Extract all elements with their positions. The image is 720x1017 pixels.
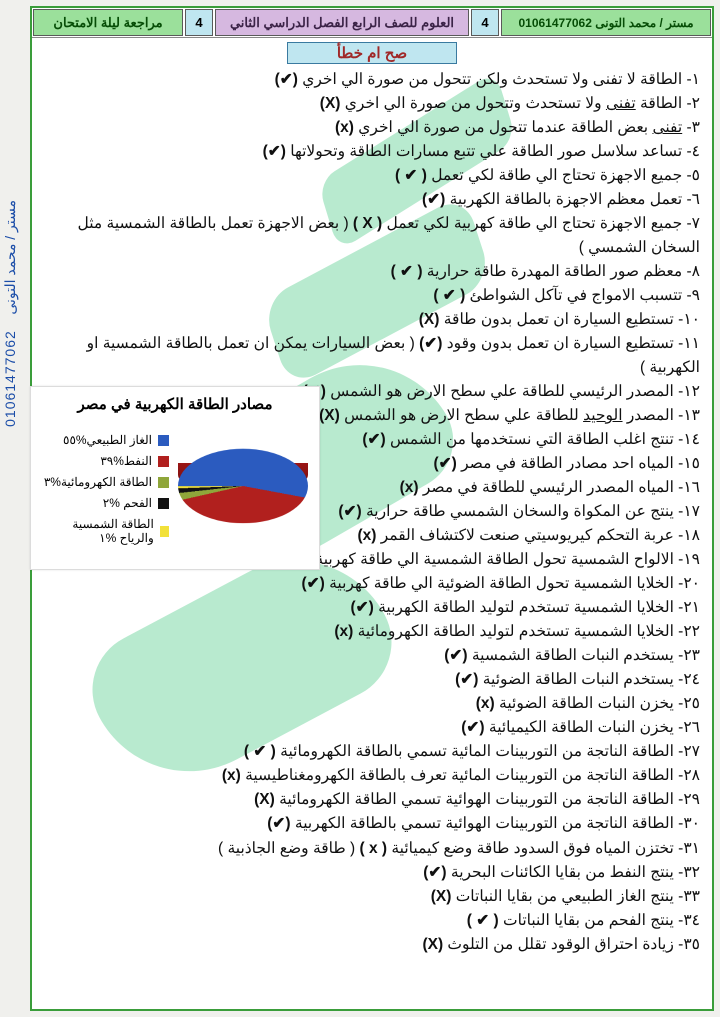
pie [178,449,308,524]
legend-swatch [160,526,169,537]
true-false-title: صح ام خطأ [287,42,457,64]
legend-label: الغاز الطبيعي%٥٥ [63,433,152,447]
header: مراجعة ليلة الامتحان 4 العلوم للصف الراب… [32,8,712,38]
legend-item: الطاقة الشمسية والرياح %١ [37,517,169,545]
question-row: ٢٤- يستخدم النبات الطاقة الضوئية (✔) [44,668,700,692]
header-right: مراجعة ليلة الامتحان [33,9,183,36]
legend-item: النفط%٣٩ [37,454,169,468]
legend-item: الطاقة الكهرومائية%٣ [37,475,169,489]
question-row: ٢٦- يخزن النبات الطاقة الكيميائية (✔) [44,716,700,740]
question-row: ٢٩- الطاقة الناتجة من التوربينات الهوائي… [44,788,700,812]
question-row: ٢- الطاقة تفنى ولا تستحدث وتتحول من صورة… [44,92,700,116]
legend-swatch [158,477,169,488]
question-row: ١٠- تستطيع السيارة ان تعمل بدون طاقة (X) [44,308,700,332]
question-row: ٥- جميع الاجهزة تحتاج الي طاقة لكي تعمل … [44,164,700,188]
question-row: ٨- معظم صور الطاقة المهدرة طاقة حرارية (… [44,260,700,284]
question-row: ٢٣- يستخدم النبات الطاقة الشمسية (✔) [44,644,700,668]
question-row: ٢١- الخلايا الشمسية تستخدم لتوليد الطاقة… [44,596,700,620]
side-teacher: مستر / محمد التونى [2,200,18,315]
question-row: ٣٠- الطاقة الناتجة من التوربينات الهوائي… [44,812,700,836]
header-num-right: 4 [185,9,213,36]
pie-chart-box: مصادر الطاقة الكهربية في مصر الغاز الطبي… [30,386,320,570]
question-row: ١١- تستطيع السيارة ان تعمل بدون وقود (✔)… [44,332,700,380]
legend-item: الفحم %٢ [37,496,169,510]
header-center: العلوم للصف الرابع الفصل الدراسي الثاني [215,9,469,36]
header-num-left: 4 [471,9,499,36]
question-row: ٢٧- الطاقة الناتجة من التوربينات المائية… [44,740,700,764]
question-row: ٢٢- الخلايا الشمسية تستخدم لتوليد الطاقة… [44,620,700,644]
question-row: ١- الطاقة لا تفنى ولا تستحدث ولكن تتحول … [44,68,700,92]
header-left: مستر / محمد التونى 01061477062 [501,9,711,36]
question-row: ٧- جميع الاجهزة تحتاج الي طاقة كهربية لك… [44,212,700,260]
side-teacher-label: مستر / محمد التونى 01061477062 [2,200,18,437]
question-row: ٣١- تختزن المياه فوق السدود طاقة وضع كيم… [44,837,700,861]
question-row: ٣٣- ينتج الغاز الطبيعي من بقايا النباتات… [44,885,700,909]
legend-item: الغاز الطبيعي%٥٥ [37,433,169,447]
question-row: ٤- تساعد سلاسل صور الطاقة علي تتبع مسارا… [44,140,700,164]
page-frame: مراجعة ليلة الامتحان 4 العلوم للصف الراب… [30,6,714,1011]
question-row: ٦- تعمل معظم الاجهزة بالطاقة الكهربية (✔… [44,188,700,212]
legend-label: الفحم %٢ [103,496,152,510]
question-row: ٣- تفنى بعض الطاقة عندما تتحول من صورة ا… [44,116,700,140]
question-row: ٢٨- الطاقة الناتجة من التوربينات المائية… [44,764,700,788]
question-row: ٣٤- ينتج الفحم من بقايا النباتات ( ✔ ) [44,909,700,933]
legend-label: النفط%٣٩ [100,454,152,468]
question-row: ٣٢- ينتج النفط من بقايا الكائنات البحرية… [44,861,700,885]
legend-swatch [158,435,169,446]
question-row: ٢٥- يخزن النبات الطاقة الضوئية (x) [44,692,700,716]
legend-label: الطاقة الشمسية والرياح %١ [37,517,154,545]
legend-label: الطاقة الكهرومائية%٣ [44,475,152,489]
legend-swatch [158,456,169,467]
chart-legend: الغاز الطبيعي%٥٥ النفط%٣٩ الطاقة الكهرومائ… [37,426,173,552]
content-area: ١- الطاقة لا تفنى ولا تستحدث ولكن تتحول … [32,66,712,997]
question-row: ٣٥- زيادة احتراق الوقود تقلل من التلوث (… [44,933,700,957]
legend-swatch [158,498,169,509]
question-row: ٢٠- الخلايا الشمسية تحول الطاقة الضوئية … [44,572,700,596]
chart-title: مصادر الطاقة الكهربية في مصر [37,395,313,413]
chart-body: الغاز الطبيعي%٥٥ النفط%٣٩ الطاقة الكهرومائ… [37,419,313,559]
question-row: ٩- تتسبب الامواج في تآكل الشواطئ ( ✔ ) [44,284,700,308]
pie-wrap [173,419,313,559]
side-phone: 01061477062 [2,330,18,427]
